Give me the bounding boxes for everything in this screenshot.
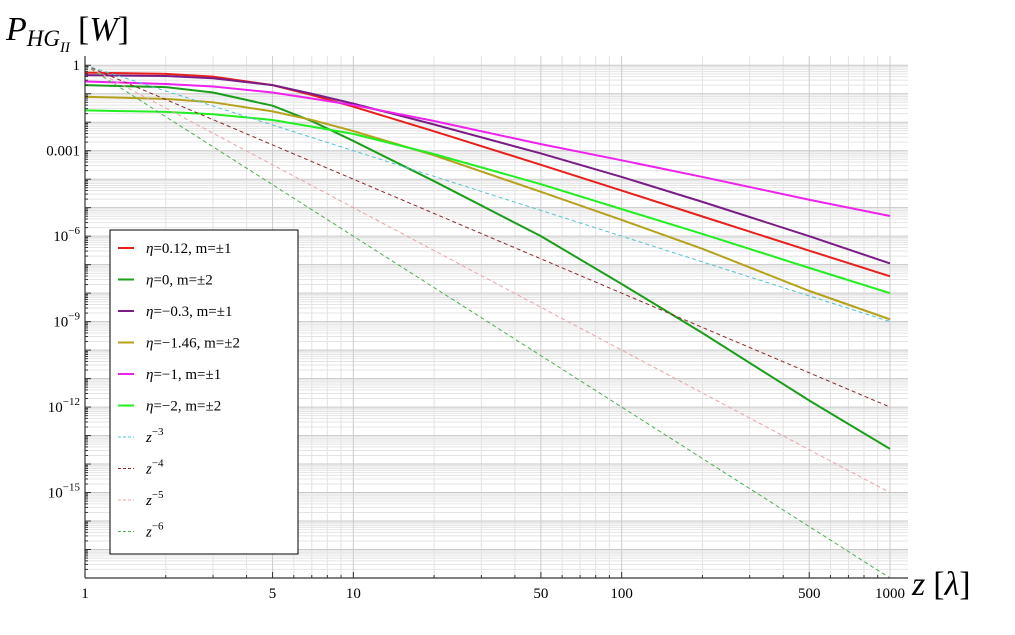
x-axis-label: z [λ] — [911, 566, 971, 603]
legend-label-2: η=0, m=±2 — [146, 273, 213, 289]
minor-gridlines — [85, 56, 908, 578]
y-axis-label-unit: W — [89, 11, 120, 48]
x-axis-label-bracket-close: ] — [959, 566, 970, 603]
legend: η=0.12, m=±1 η=0, m=±2 η=−0.3, m=±1 η=−1.46… — [109, 229, 299, 555]
legend-label-9: z−5 — [145, 489, 164, 509]
legend-label-8: z−4 — [145, 458, 164, 478]
series-lines — [85, 64, 891, 578]
legend-label-6: η=−2, m=±2 — [146, 399, 221, 415]
y-axis-label-bracket-close: ] — [118, 11, 129, 48]
legend-label-5: η=−1, m=±1 — [146, 367, 221, 383]
y-axis-label-bracket-open: [ — [78, 11, 89, 48]
x-axis-label-unit: λ — [944, 566, 960, 603]
legend-label-3: η=−0.3, m=±1 — [146, 304, 232, 320]
legend-box — [109, 229, 299, 555]
series-line-2 — [85, 84, 891, 450]
y-tick-label: 10−9 — [53, 311, 80, 331]
legend-items: η=0.12, m=±1 η=0, m=±2 η=−0.3, m=±1 η=−1.46… — [118, 241, 240, 541]
y-tick-label: 10−6 — [53, 225, 80, 245]
x-tick-label: 10 — [346, 586, 361, 602]
series-line-10 — [85, 64, 891, 578]
legend-label-4: η=−1.46, m=±2 — [146, 336, 240, 352]
x-tick-label: 1000 — [875, 586, 905, 602]
y-tick-label: 1 — [73, 58, 81, 74]
legend-label-7: z−3 — [145, 426, 164, 446]
x-tick-label: 500 — [798, 586, 821, 602]
y-axis-label-subscript: HG — [26, 26, 61, 51]
x-tick-label: 50 — [533, 586, 548, 602]
tick-labels: 1 5 10 50 100 500 1000 1 0.001 10−6 10−9 10−12 10−15 — [46, 58, 905, 602]
series-line-1 — [85, 71, 891, 278]
series-line-5 — [85, 80, 891, 217]
y-tick-label: 0.001 — [46, 144, 80, 160]
y-tick-label: 10−15 — [48, 482, 81, 502]
series-line-9 — [85, 64, 891, 493]
tick-marks — [84, 64, 879, 579]
series-line-7 — [85, 64, 891, 323]
series-line-6 — [85, 109, 891, 295]
x-axis-label-var: z — [911, 566, 925, 603]
y-axis-label-subsubscript: II — [59, 40, 71, 56]
x-tick-label: 1 — [81, 586, 89, 602]
y-axis-label: PHGII [W] — [5, 11, 129, 56]
axes — [84, 56, 908, 579]
y-tick-label: 10−12 — [48, 396, 80, 416]
series-line-8 — [85, 64, 891, 408]
legend-label-10: z−6 — [145, 521, 164, 541]
x-tick-label: 5 — [269, 586, 277, 602]
x-tick-label: 100 — [610, 586, 633, 602]
y-axis-label-var: P — [5, 11, 27, 48]
x-axis-label-bracket-open: [ — [933, 566, 944, 603]
legend-label-1: η=0.12, m=±1 — [146, 241, 232, 257]
